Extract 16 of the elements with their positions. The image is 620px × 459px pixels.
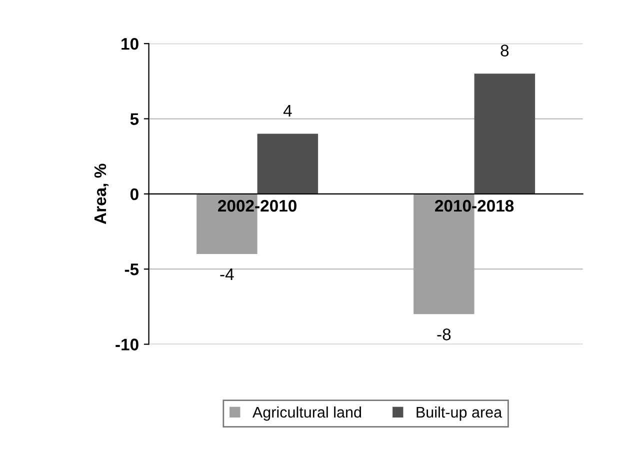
y-tick-label: 10 (122, 38, 138, 50)
y-axis-title: Area, % (94, 164, 109, 224)
data-label: 4 (283, 104, 292, 116)
x-tick-label: 2002-2010 (218, 200, 296, 212)
data-label: -4 (220, 268, 234, 280)
bar (474, 74, 536, 194)
y-tick-label: -10 (116, 338, 138, 350)
y-tick-label: 0 (130, 188, 138, 200)
legend-label: Agricultural land (252, 406, 362, 421)
data-label: 8 (500, 44, 509, 56)
bar (257, 134, 318, 194)
y-tick-label: 5 (130, 113, 139, 125)
legend-label: Built-up area (416, 406, 502, 421)
y-tick-label: -5 (124, 264, 139, 276)
data-label: -8 (437, 328, 451, 340)
x-tick-label: 2010-2018 (435, 200, 514, 212)
